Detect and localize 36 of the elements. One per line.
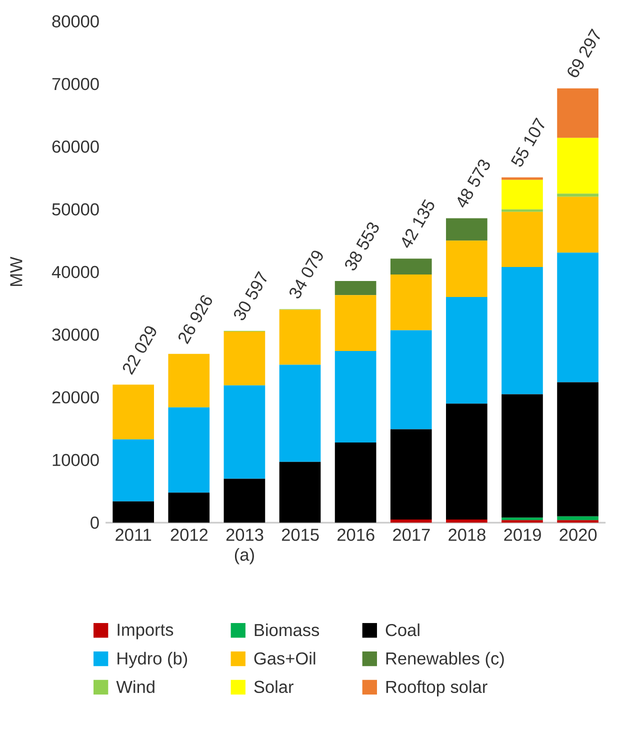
total-label: 22 029 (122, 326, 156, 375)
legend-label: Coal (386, 623, 420, 636)
x-tick-label: 2016 (338, 528, 374, 541)
legend-label: Gas+Oil (254, 652, 316, 665)
total-label: 26 926 (178, 295, 212, 344)
y-tick-label: 80000 (52, 15, 99, 28)
x-tick-label: 2012 (170, 528, 208, 541)
y-tick-label: 0 (90, 516, 99, 529)
total-label: 30 597 (234, 271, 267, 320)
x-tick-label: 2020 (560, 528, 597, 541)
legend-label: Rooftop solar (386, 680, 488, 696)
y-tick-label: 50000 (52, 203, 99, 216)
total-label: 55 107 (510, 117, 544, 167)
legend-label: Biomass (254, 623, 320, 636)
x-tick-label: 2015 (282, 528, 319, 541)
x-tick-label: 2013 (a) (226, 528, 264, 564)
x-tick-label: 2017 (393, 528, 430, 541)
legend-label: Hydro (b) (118, 652, 188, 668)
y-tick-label: 60000 (52, 140, 99, 153)
total-label: 48 573 (458, 160, 490, 208)
total-label: 38 553 (345, 222, 379, 270)
legend-label: Wind (116, 680, 154, 694)
y-tick-label: 10000 (52, 454, 99, 466)
x-tick-label: 2011 (116, 528, 152, 541)
y-tick-label: 40000 (52, 266, 99, 278)
y-tick-label: 20000 (52, 391, 99, 404)
legend-label: Imports (118, 624, 174, 640)
y-tick-label: 30000 (52, 328, 99, 341)
x-tick-label: 2019 (504, 528, 541, 541)
x-tick-label: 2018 (448, 528, 486, 541)
total-label: 42 135 (402, 199, 434, 248)
y-axis-title: MW (10, 256, 22, 286)
y-tick-label: 70000 (52, 78, 99, 90)
legend-label: Solar (254, 680, 294, 694)
total-label: 34 079 (290, 250, 323, 298)
legend-label: Renewables (c) (386, 652, 504, 668)
